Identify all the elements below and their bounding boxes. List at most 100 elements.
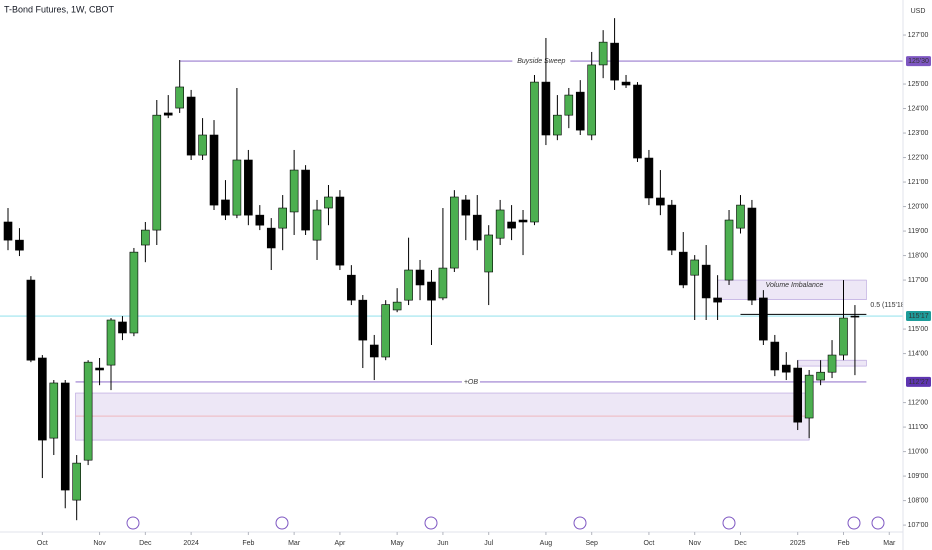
level-label: Buyside Sweep <box>517 58 565 65</box>
candle-body <box>827 354 837 373</box>
candle-body <box>324 196 333 209</box>
y-tick-label: 108'00 <box>908 497 929 504</box>
candle-body <box>541 81 551 136</box>
y-tick-label: 111'00 <box>908 424 928 431</box>
candle-body <box>312 209 322 241</box>
y-tick-label: 127'00 <box>908 32 929 39</box>
currency: USD <box>911 8 926 15</box>
x-tick-label: Mar <box>288 540 301 547</box>
candle-body <box>175 86 184 109</box>
x-tick-label: Feb <box>837 540 849 547</box>
y-tick-label: 112'00 <box>908 399 928 406</box>
y-tick-label: 120'00 <box>908 203 929 210</box>
candle-body <box>335 196 345 266</box>
candle-body <box>15 239 24 251</box>
candle-body <box>690 259 700 276</box>
candle-body <box>484 234 494 273</box>
candle-body <box>278 207 287 229</box>
candle-body <box>450 196 459 269</box>
price-label-bg <box>906 376 931 387</box>
y-tick-label: 110'00 <box>908 448 928 455</box>
candle-body <box>495 209 505 239</box>
candle-body <box>38 357 47 441</box>
x-tick-label: Sep <box>585 540 598 547</box>
x-tick-label: 2024 <box>183 540 199 547</box>
candle-body <box>289 169 299 213</box>
y-tick-label: 114'00 <box>908 350 928 357</box>
candle-body <box>198 134 207 156</box>
event-icons <box>126 516 885 530</box>
candle-body <box>816 371 825 381</box>
y-tick-label: 122'00 <box>908 154 929 161</box>
candle-body <box>129 251 139 334</box>
candle-body <box>244 159 253 216</box>
x-tick-label: Jun <box>437 540 448 547</box>
candle-body <box>530 81 539 223</box>
x-tick-label: Aug <box>540 540 553 547</box>
candle-body <box>232 159 242 216</box>
x-tick-label: Nov <box>93 540 106 547</box>
price-label-bg <box>906 56 931 67</box>
candle-body <box>3 221 13 241</box>
y-tick-label: 119'00 <box>908 228 928 235</box>
y-tick-label: 125'00 <box>908 81 929 88</box>
candle-body <box>221 199 230 216</box>
candle-body <box>358 299 368 341</box>
candle-body <box>392 301 402 311</box>
x-tick-label: Jul <box>484 540 493 547</box>
level-label-bg <box>461 377 480 386</box>
candle-body <box>736 204 745 229</box>
x-tick-label: Dec <box>139 540 152 547</box>
candle-body <box>804 374 814 419</box>
x-tick-label: Dec <box>734 540 747 547</box>
y-tick-label: 115'00 <box>908 326 928 333</box>
candle-body <box>507 221 516 229</box>
x-tick-label: Oct <box>643 540 654 547</box>
candle-body <box>587 64 597 136</box>
candle-body <box>633 84 642 159</box>
candle-body <box>152 114 162 231</box>
price-label: 115'17 <box>908 313 928 320</box>
price-label-bg <box>906 311 931 322</box>
candle-body <box>724 219 734 281</box>
candle-body <box>518 219 528 223</box>
level-label-bg <box>512 57 571 66</box>
candle-body <box>770 341 780 371</box>
candle-body <box>472 214 482 241</box>
y-tick-label: 109'00 <box>908 473 929 480</box>
candle-body <box>106 319 116 366</box>
candle-body <box>667 204 677 251</box>
candle-body <box>26 279 36 361</box>
candle-body <box>381 304 390 358</box>
candle-body <box>60 382 70 491</box>
candle-body <box>209 134 219 206</box>
candle-body <box>118 321 127 334</box>
candle-body <box>621 81 631 86</box>
candle-body <box>793 367 803 423</box>
candle-body <box>266 227 276 249</box>
candle-body <box>461 199 471 216</box>
x-tick-label: Mar <box>883 540 896 547</box>
level-label: 0.5 (115'18) <box>870 302 907 309</box>
x-tick-label: Oct <box>37 540 48 547</box>
candle-body <box>163 112 173 116</box>
x-tick-label: Apr <box>334 540 346 547</box>
y-tick-label: 121'00 <box>908 179 929 186</box>
zone <box>75 392 810 441</box>
x-tick-label: 2025 <box>790 540 806 547</box>
candle-body <box>415 269 425 286</box>
candle-body <box>644 157 654 199</box>
candle-body <box>83 361 93 461</box>
candle-body <box>347 274 356 301</box>
candle-body <box>575 91 585 131</box>
candle-body <box>678 251 688 286</box>
zone-label: Volume Imbalance <box>766 282 824 289</box>
candle-body <box>656 197 665 206</box>
candle-body <box>759 297 768 341</box>
chart-title: T-Bond Futures, 1W, CBOT <box>4 4 115 14</box>
level-label: +OB <box>464 379 479 386</box>
candle-body <box>839 317 848 356</box>
candle-body <box>781 364 791 373</box>
